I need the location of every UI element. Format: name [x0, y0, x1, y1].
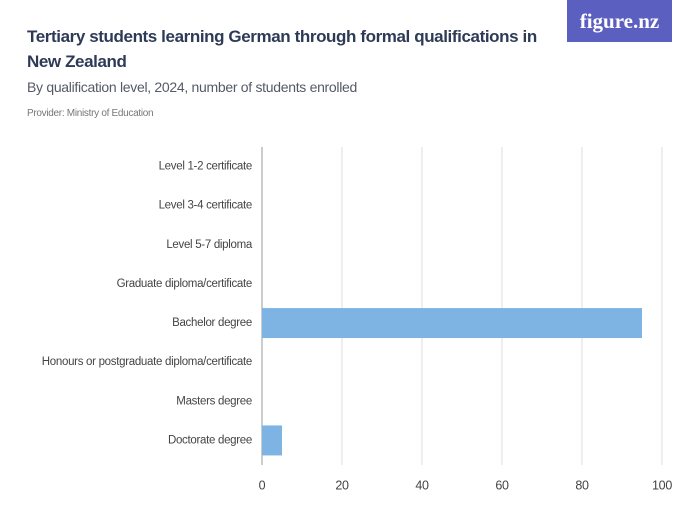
y-tick-label: Doctorate degree — [168, 434, 252, 446]
y-tick-label: Level 5-7 diploma — [166, 239, 253, 251]
logo[interactable]: figure.nz — [567, 0, 672, 42]
y-tick-label: Graduate diploma/certificate — [117, 278, 252, 290]
x-tick-label: 80 — [575, 478, 589, 492]
bar — [262, 425, 282, 456]
x-tick-label: 20 — [335, 478, 349, 492]
bar — [262, 308, 642, 339]
chart-title: Tertiary students learning German throug… — [27, 27, 537, 71]
y-tick-label: Level 1-2 certificate — [159, 161, 252, 173]
y-tick-label: Masters degree — [176, 395, 252, 407]
provider: Provider: Ministry of Education — [27, 108, 154, 119]
x-tick-label: 0 — [259, 478, 266, 492]
x-tick-label: 40 — [415, 478, 429, 492]
x-tick-label: 100 — [652, 478, 672, 492]
y-tick-label: Honours or postgraduate diploma/certific… — [42, 356, 252, 368]
x-tick-label: 60 — [495, 478, 509, 492]
y-tick-label: Bachelor degree — [172, 317, 252, 329]
y-tick-label: Level 3-4 certificate — [159, 200, 252, 212]
chart-subtitle: By qualification level, 2024, number of … — [27, 79, 358, 95]
